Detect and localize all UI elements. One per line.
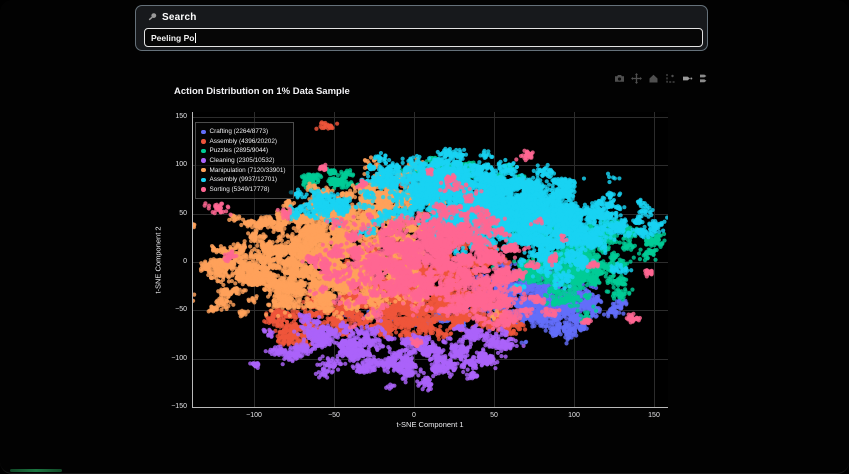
legend-marker-icon — [201, 187, 206, 192]
x-tick: 0 — [412, 412, 416, 419]
legend-item-cleaning-3[interactable]: Cleaning (2305/10532) — [201, 156, 286, 166]
legend-label: Assembly (4396/20202) — [209, 137, 278, 145]
legend-marker-icon — [201, 167, 206, 173]
search-input[interactable]: Peeling Po — [144, 28, 703, 47]
x-tick: 100 — [568, 412, 580, 419]
legend-label: Assembly (9937/12701) — [209, 176, 278, 184]
x-tick: 150 — [648, 412, 660, 419]
hover-closest-icon[interactable] — [682, 73, 693, 84]
legend-item-puzzles-2[interactable]: Puzzles (2895/9044) — [201, 146, 286, 156]
legend-marker-icon — [201, 129, 206, 135]
legend-item-manipulation-4[interactable]: Manipulation (7120/33901) — [201, 165, 286, 175]
bottom-progress-strip — [10, 469, 62, 472]
y-tick: 150 — [175, 113, 187, 121]
magnifier-icon — [148, 13, 157, 21]
legend-marker-icon — [201, 177, 206, 183]
legend-label: Puzzles (2895/9044) — [209, 147, 269, 155]
hover-compare-icon[interactable] — [699, 73, 710, 84]
legend-marker-icon — [201, 158, 206, 163]
reset-axes-icon[interactable] — [648, 73, 659, 84]
legend-item-crafting-0[interactable]: Crafting (2264/8773) — [201, 127, 286, 137]
search-panel: Search Peeling Po — [135, 5, 708, 51]
search-label: Search — [162, 12, 197, 23]
search-header: Search — [147, 12, 197, 23]
legend-label: Crafting (2264/8773) — [209, 128, 269, 136]
y-tick: −100 — [171, 354, 187, 362]
x-tick: 50 — [490, 412, 498, 419]
legend-item-sorting-6[interactable]: Sorting (5349/17778) — [201, 185, 286, 195]
pan-icon[interactable] — [631, 73, 642, 84]
legend-label: Cleaning (2305/10532) — [209, 157, 275, 165]
y-tick: 0 — [183, 258, 187, 266]
download-plot-icon[interactable] — [614, 73, 625, 84]
legend-label: Sorting (5349/17778) — [209, 185, 270, 193]
x-tick: −50 — [328, 412, 340, 419]
legend-item-assembly-1[interactable]: Assembly (4396/20202) — [201, 137, 286, 147]
y-tick: −150 — [171, 402, 187, 410]
y-tick: 100 — [175, 161, 187, 169]
legend-marker-icon — [201, 139, 206, 144]
x-axis-title: t-SNE Component 1 — [396, 420, 464, 429]
legend-item-assembly-5[interactable]: Assembly (9937/12701) — [201, 175, 286, 185]
text-caret — [195, 32, 197, 43]
x-tick: −100 — [246, 412, 262, 419]
legend-label: Manipulation (7120/33901) — [209, 166, 286, 174]
y-axis-title: t-SNE Component 2 — [153, 226, 163, 294]
chart-title: Action Distribution on 1% Data Sample — [174, 86, 350, 97]
y-tick: −50 — [175, 306, 187, 314]
search-input-value: Peeling Po — [151, 32, 195, 43]
y-tick: 50 — [179, 209, 187, 217]
modebar — [614, 73, 710, 84]
toggle-spikelines-icon[interactable] — [665, 73, 676, 84]
legend-marker-icon — [201, 148, 206, 154]
chart-legend: Crafting (2264/8773) Assembly (4396/20202… — [195, 122, 294, 200]
